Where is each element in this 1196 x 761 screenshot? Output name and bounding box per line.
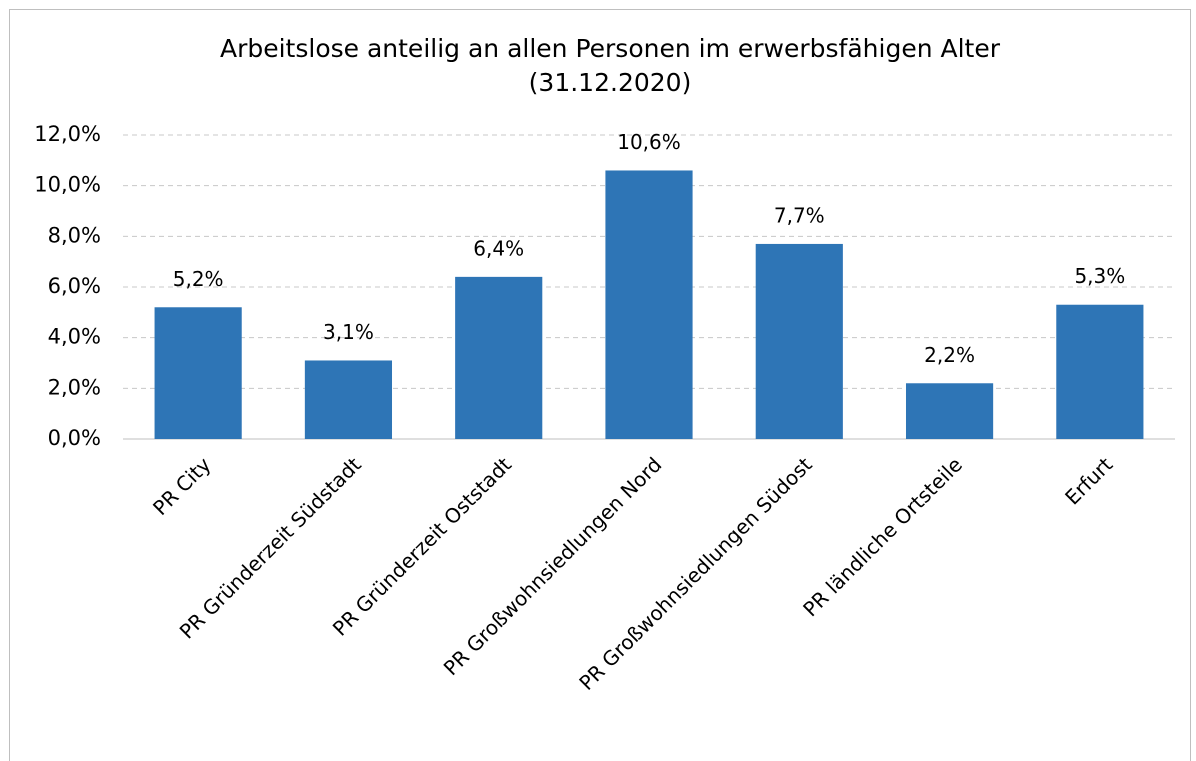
data-label: 6,4% <box>473 236 524 260</box>
y-tick-label: 6,0% <box>48 274 101 298</box>
y-tick-label: 2,0% <box>48 375 101 399</box>
data-label: 5,3% <box>1074 264 1125 288</box>
bar <box>755 243 843 439</box>
data-label: 2,2% <box>924 343 975 367</box>
x-tick-label: Erfurt <box>1060 452 1117 509</box>
y-tick-label: 4,0% <box>48 325 101 349</box>
y-tick-label: 0,0% <box>48 426 101 450</box>
y-tick-label: 8,0% <box>48 223 101 247</box>
data-label: 5,2% <box>173 267 224 291</box>
data-label: 7,7% <box>774 203 825 227</box>
bar <box>1056 304 1144 439</box>
bar <box>154 307 242 439</box>
bar <box>905 383 994 439</box>
bar <box>605 170 693 439</box>
chart-title: Arbeitslose anteilig an allen Personen i… <box>220 34 1001 63</box>
chart-frame <box>9 9 1191 761</box>
y-tick-label: 12,0% <box>34 122 101 146</box>
x-tick-label: PR Gründerzeit Oststadt <box>328 452 516 640</box>
bar <box>304 360 393 439</box>
x-tick-label: PR City <box>148 452 216 520</box>
data-label: 10,6% <box>617 130 681 154</box>
bar <box>455 276 543 439</box>
x-tick-label: PR ländliche Ortsteile <box>798 452 967 621</box>
chart-title: (31.12.2020) <box>529 68 692 97</box>
data-label: 3,1% <box>323 320 374 344</box>
x-tick-label: PR Großwohnsiedlungen Südost <box>574 452 817 695</box>
y-tick-label: 10,0% <box>34 173 101 197</box>
